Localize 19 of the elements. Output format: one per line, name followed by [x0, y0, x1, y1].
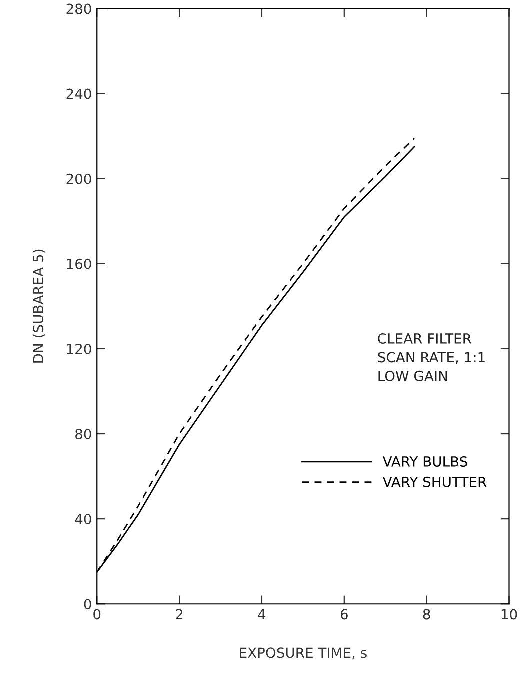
y-tick-label: 280 [66, 4, 92, 14]
legend-label: VARY SHUTTER [382, 476, 487, 488]
y-tick-label: 240 [66, 88, 92, 100]
x-tick-label: 8 [423, 609, 430, 620]
x-tick-label: 6 [340, 609, 348, 620]
y-axis-title: DN (SUBAREA 5) [32, 250, 46, 363]
y-tick-label: 40 [75, 514, 92, 525]
y-tick-label: 80 [76, 428, 92, 440]
y-tick-label: 160 [67, 258, 92, 270]
y-tick-label: 0 [84, 599, 92, 610]
x-axis-title: EXPOSURE TIME, s [240, 648, 367, 660]
y-tick-label: 120 [67, 344, 92, 354]
legend-label: VARY BULBS [382, 456, 468, 467]
x-tick-label: 2 [176, 609, 183, 620]
x-tick-label: 0 [94, 609, 101, 620]
annotation: CLEAR FILTER SCAN RATE, 1:1 LOW GAIN [378, 333, 485, 382]
x-tick-label: 10 [502, 609, 518, 620]
x-tick-label: 4 [258, 609, 266, 620]
y-tick-label: 200 [66, 174, 92, 184]
